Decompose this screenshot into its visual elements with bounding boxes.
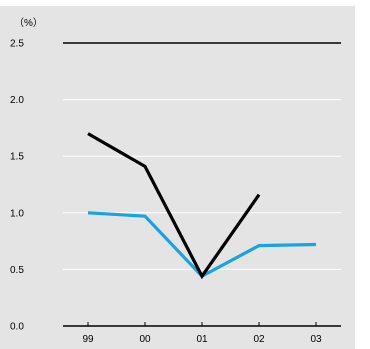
x-tick-label: 02 bbox=[253, 334, 265, 345]
x-tick-label: 99 bbox=[82, 334, 94, 345]
axes bbox=[63, 42, 341, 327]
x-tick-label: 00 bbox=[139, 334, 151, 345]
right-strip bbox=[355, 0, 370, 349]
top-strip bbox=[0, 0, 370, 6]
y-unit-label: （%） bbox=[14, 17, 43, 29]
y-tick-label: 2.0 bbox=[10, 95, 24, 106]
x-tick-label: 01 bbox=[196, 334, 208, 345]
y-tick-label: 0.5 bbox=[10, 265, 24, 276]
series-line-black bbox=[87, 132, 261, 280]
y-tick-label: 2.5 bbox=[10, 39, 24, 50]
x-tick-label: 03 bbox=[310, 334, 322, 345]
tick-labels: 0.0 0.5 1.0 1.5 2.0 2.5 99 00 01 02 03 bbox=[10, 39, 322, 346]
series-lines bbox=[87, 132, 317, 280]
y-tick-label: 0.0 bbox=[10, 322, 24, 333]
y-tick-label: 1.0 bbox=[10, 208, 24, 219]
y-tick-label: 1.5 bbox=[10, 152, 24, 163]
